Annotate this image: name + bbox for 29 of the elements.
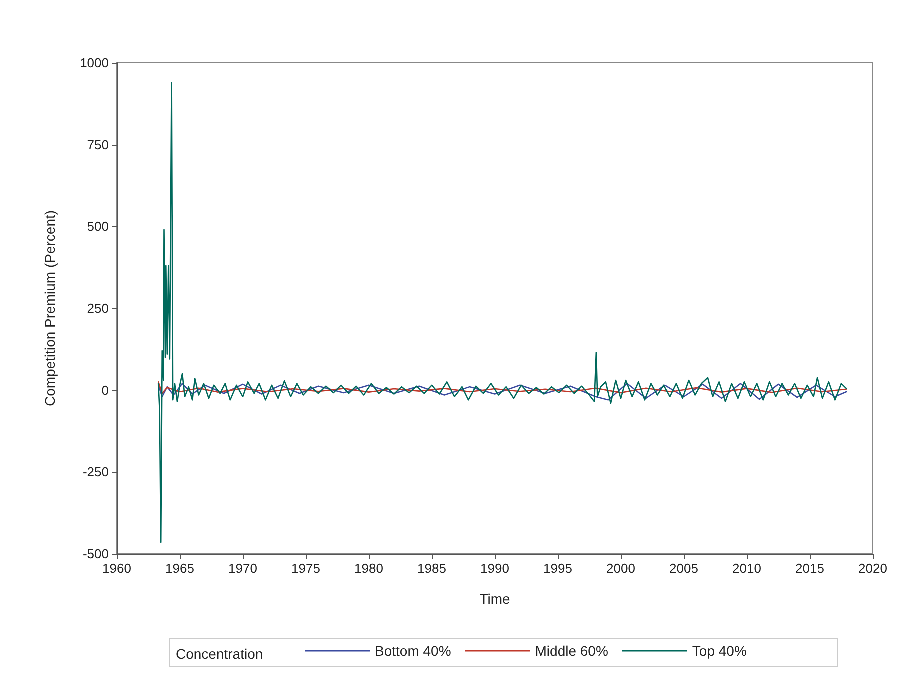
y-tick-label: 250	[87, 301, 109, 316]
legend-label: Top 40%	[692, 643, 747, 659]
legend-label: Bottom 40%	[375, 643, 452, 659]
x-tick-label: 1985	[418, 561, 446, 576]
x-tick-label: 1960	[102, 561, 132, 576]
legend-title: Concentration	[176, 646, 264, 662]
y-tick-label: -250	[82, 464, 109, 480]
legend-label: Middle 60%	[535, 643, 608, 659]
y-tick-label: 500	[87, 219, 109, 234]
y-tick-label: -500	[82, 546, 109, 562]
y-tick-label: 1000	[80, 56, 109, 70]
y-axis-title: Competition Premium (Percent)	[42, 210, 58, 407]
x-tick-label: 2000	[606, 561, 636, 576]
x-tick-label: 2020	[858, 561, 888, 576]
x-tick-label: 1970	[228, 561, 258, 576]
x-tick-label: 1965	[166, 561, 194, 576]
line-series	[158, 382, 848, 394]
line-series	[158, 82, 848, 544]
x-axis-title: Time	[480, 591, 511, 607]
line-series	[158, 383, 848, 401]
x-tick-label: 1995	[544, 561, 572, 576]
x-tick-label: 2005	[670, 561, 698, 576]
x-tick-label: 1975	[292, 561, 320, 576]
y-tick-label: 0	[102, 382, 109, 398]
x-tick-label: 1980	[354, 561, 384, 576]
y-tick-label: 750	[87, 137, 109, 152]
x-tick-label: 1990	[480, 561, 510, 576]
x-tick-label: 2010	[732, 561, 762, 576]
x-tick-label: 2015	[796, 561, 824, 576]
